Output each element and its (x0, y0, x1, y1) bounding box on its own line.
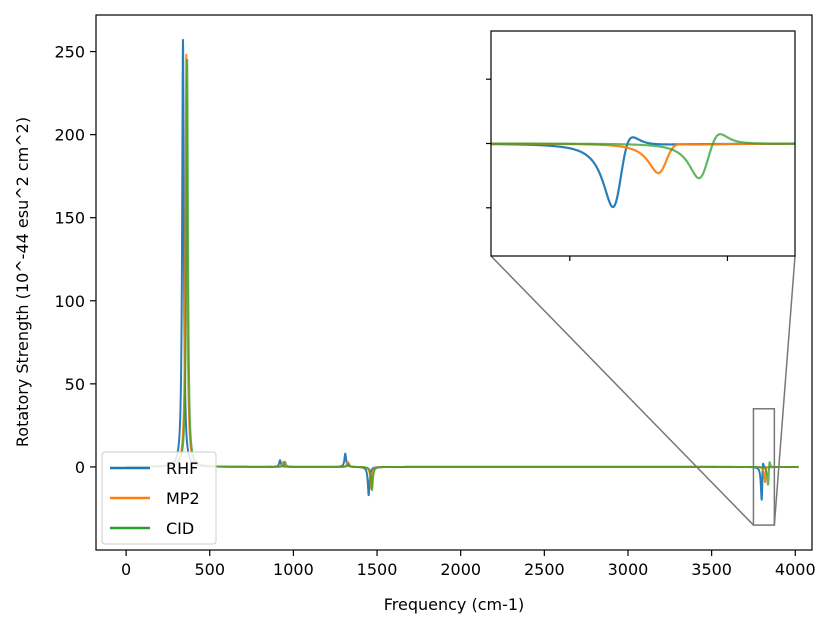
zoom-connector-left (490, 255, 754, 526)
x-tick-label: 2500 (524, 560, 565, 579)
y-tick-label: 0 (75, 458, 85, 477)
x-tick-label: 4000 (775, 560, 816, 579)
main-plot-lines (125, 38, 800, 501)
legend-label-mp2: MP2 (166, 489, 200, 508)
x-axis-label: Frequency (cm-1) (384, 595, 525, 614)
zoom-connector-right (773, 255, 796, 526)
x-tick-label: 3500 (691, 560, 732, 579)
legend-label-cid: CID (166, 519, 194, 538)
inset-ticks (486, 78, 729, 261)
inset-series-line-cid (491, 133, 795, 180)
legend-label-rhf: RHF (166, 459, 198, 478)
x-tick-label: 500 (194, 560, 225, 579)
x-tick-label: 3000 (608, 560, 649, 579)
x-tick-label: 1000 (273, 560, 314, 579)
y-tick-label: 150 (54, 209, 85, 228)
y-axis: 0 50 100 150 200 250 (54, 43, 96, 477)
zoom-indicator-box (752, 408, 776, 526)
legend: RHF MP2 CID (101, 451, 217, 545)
x-tick-label: 1500 (357, 560, 398, 579)
legend-box (101, 451, 217, 545)
main-axes-frame (95, 14, 813, 551)
inset-plot-lines (491, 133, 795, 209)
series-line-cid (125, 58, 800, 492)
y-tick-label: 100 (54, 292, 85, 311)
x-axis: 0 500 1000 1500 2000 2500 3000 3500 4000 (121, 550, 816, 579)
y-tick-label: 200 (54, 126, 85, 145)
x-tick-label: 0 (121, 560, 131, 579)
y-axis-label: Rotatory Strength (10^-44 esu^2 cm^2) (13, 117, 32, 447)
x-tick-label: 2000 (440, 560, 481, 579)
y-tick-label: 250 (54, 43, 85, 62)
y-tick-label: 50 (65, 375, 85, 394)
